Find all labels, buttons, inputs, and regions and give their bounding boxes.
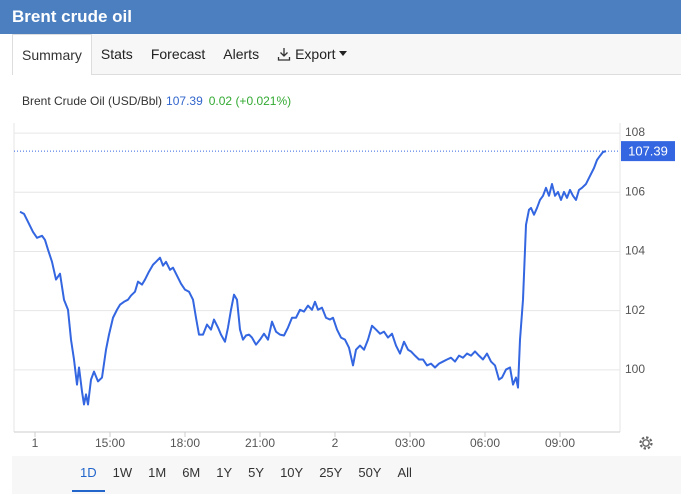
x-tick-label: 18:00 [170, 436, 200, 450]
range-button[interactable]: All [397, 465, 412, 480]
y-tick-label: 100 [625, 362, 645, 376]
last-value-flag [621, 141, 675, 162]
range-button[interactable]: 5Y [248, 465, 265, 480]
last-value-label: 107.39 [628, 144, 668, 159]
gear-teeth [639, 436, 653, 450]
caret [338, 51, 347, 56]
download-icon [277, 48, 291, 61]
settings-icon[interactable] [639, 436, 653, 450]
range-button[interactable]: 1M [148, 465, 167, 480]
x-tick-label: 06:00 [470, 436, 500, 450]
x-tick-label: 15:00 [95, 436, 125, 450]
range-button[interactable]: 50Y [358, 465, 382, 480]
legend: Brent Crude Oil (USD/Bbl) 107.39 0.02 (+0.… [22, 94, 291, 108]
price-line [19, 150, 607, 406]
legend-label: Brent Crude Oil (USD/Bbl) [22, 94, 163, 108]
download-glyph [277, 48, 291, 61]
range-button[interactable]: 1Y [216, 465, 233, 480]
x-tick-label: 21:00 [245, 436, 275, 450]
tab[interactable]: Summary [12, 34, 92, 75]
range-bar: 1D 1W 1M 6M 1Y 5Y 10Y 25Y 50Y All [12, 456, 681, 494]
range-button[interactable]: 10Y [280, 465, 304, 480]
tab-bar: Summary Stats Forecast Alerts Export [12, 34, 681, 75]
tab[interactable]: Forecast [150, 46, 206, 62]
range-button[interactable]: 1W [112, 465, 133, 480]
range-button[interactable]: 6M [182, 465, 201, 480]
title-bar: Brent crude oil [0, 0, 681, 34]
y-tick-label: 108 [625, 125, 645, 139]
y-tick-label: 106 [625, 184, 645, 198]
x-tick-label: 1 [32, 436, 39, 450]
y-tick-label: 104 [625, 244, 645, 258]
tab-label: Export [295, 46, 336, 62]
tab[interactable]: Stats [100, 46, 133, 62]
x-tick-label: 09:00 [545, 436, 575, 450]
x-tick-label: 2 [332, 436, 339, 450]
range-button[interactable]: 1D [72, 456, 105, 492]
range-button[interactable]: 25Y [319, 465, 343, 480]
tab[interactable]: Export [268, 34, 356, 74]
x-tick-label: 03:00 [395, 436, 425, 450]
y-tick-label: 102 [625, 303, 645, 317]
legend-change: 0.02 (+0.021%) [208, 94, 292, 108]
gear-body [642, 439, 650, 447]
tab[interactable]: Alerts [223, 46, 260, 62]
legend-last-value: 107.39 [166, 94, 203, 108]
title: Brent crude oil [12, 7, 132, 26]
